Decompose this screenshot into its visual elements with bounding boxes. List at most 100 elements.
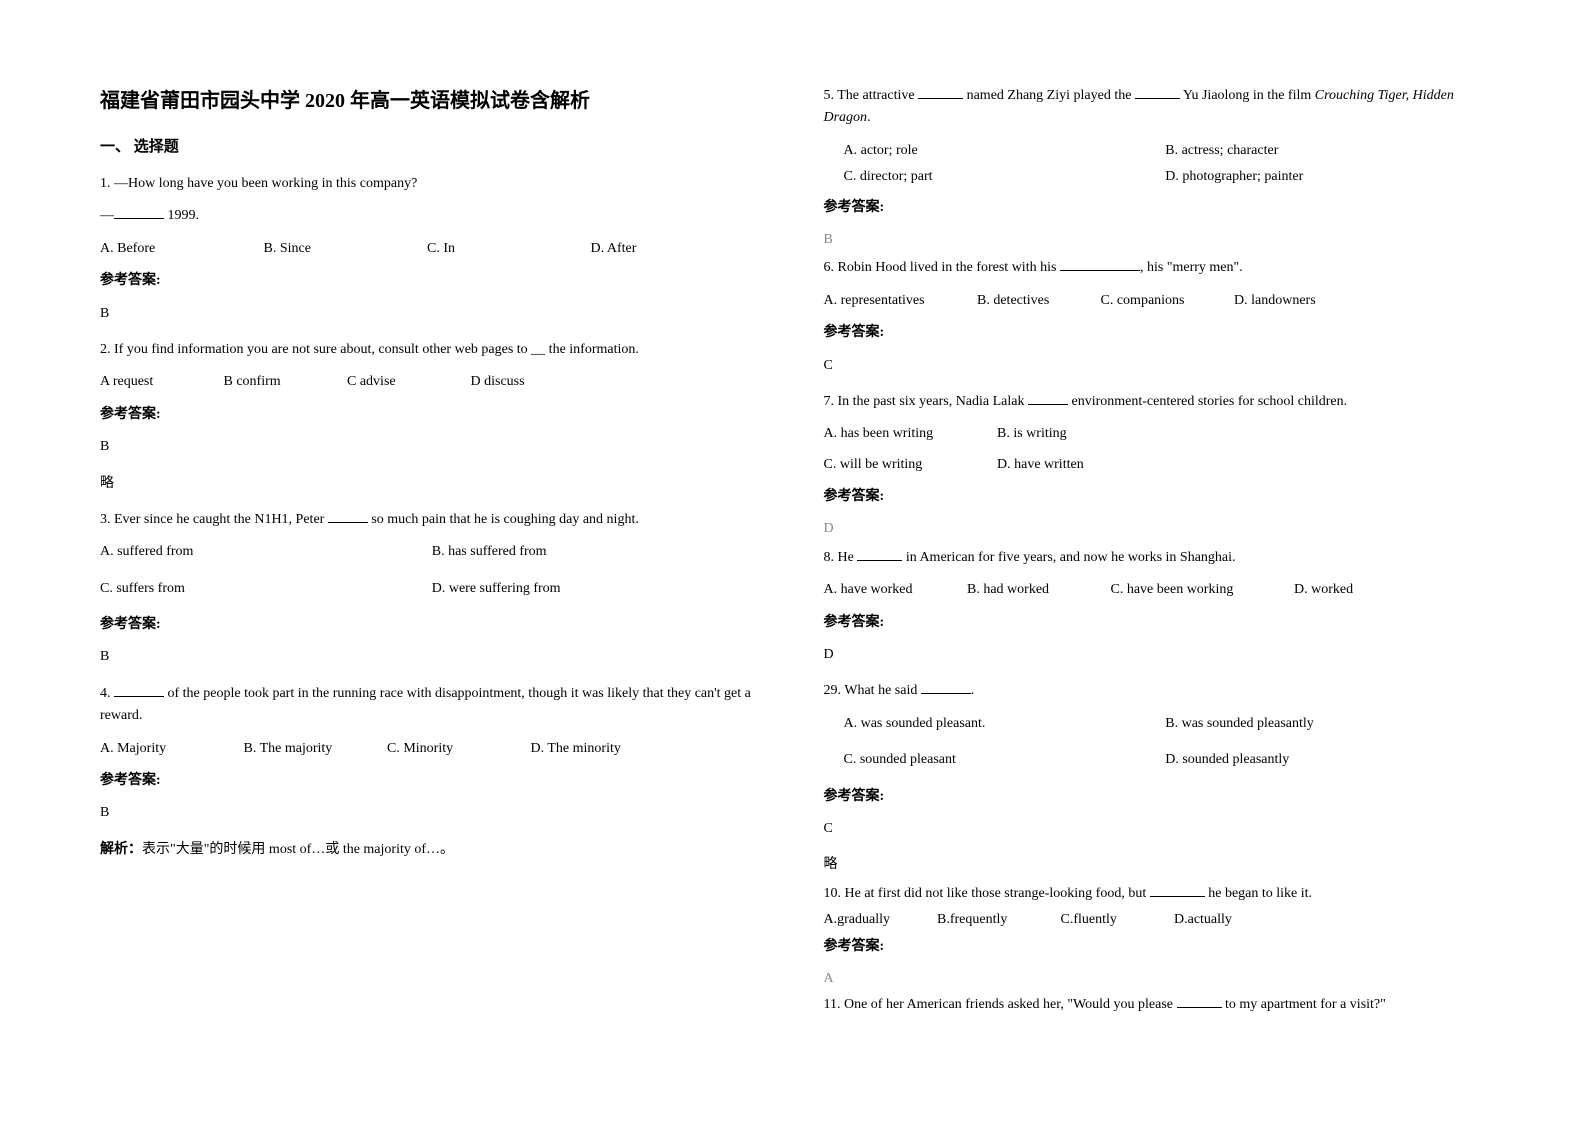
- option-c: C. suffers from: [100, 578, 432, 600]
- blank: [1150, 896, 1205, 897]
- section-header: 一、 选择题: [100, 135, 764, 159]
- option-d: D.actually: [1174, 909, 1232, 931]
- question-text: 8. He in American for five years, and no…: [824, 547, 1488, 569]
- option-b: B. had worked: [967, 579, 1107, 601]
- option-b: B. was sounded pleasantly: [1165, 713, 1487, 735]
- answer-value: B: [100, 303, 764, 325]
- question-text-line2: — 1999.: [100, 205, 764, 227]
- omit-text: 略: [824, 854, 1488, 876]
- options-line1: A. has been writing B. is writing: [824, 423, 1488, 445]
- answer-value: D: [824, 644, 1488, 666]
- blank: [114, 696, 164, 697]
- option-d: D. landowners: [1234, 290, 1316, 312]
- option-c: C. Minority: [387, 738, 527, 760]
- year-suffix: 1999.: [164, 208, 199, 223]
- answer-value: B: [100, 436, 764, 458]
- text-suffix: he began to like it.: [1205, 886, 1312, 901]
- option-d: D. worked: [1294, 579, 1353, 601]
- blank: [114, 218, 164, 219]
- question-text: 2. If you find information you are not s…: [100, 339, 764, 361]
- option-c: C. In: [427, 238, 587, 260]
- text-prefix: 4.: [100, 686, 114, 701]
- question-10: 10. He at first did not like those stran…: [824, 883, 1488, 991]
- question-11: 11. One of her American friends asked he…: [824, 994, 1488, 1016]
- document-title: 福建省莆田市园头中学 2020 年高一英语模拟试卷含解析: [100, 85, 764, 117]
- blank: [857, 560, 902, 561]
- answer-label: 参考答案:: [824, 612, 1488, 634]
- explanation-label: 解析：: [100, 842, 142, 857]
- text-prefix: 5. The attractive: [824, 88, 919, 103]
- option-a: A. suffered from: [100, 541, 432, 563]
- options-grid: A. suffered from B. has suffered from C.…: [100, 541, 764, 604]
- option-c: C.fluently: [1061, 909, 1171, 931]
- question-text: 6. Robin Hood lived in the forest with h…: [824, 257, 1488, 279]
- omit-text: 略: [100, 473, 764, 495]
- text-prefix: 11. One of her American friends asked he…: [824, 997, 1177, 1012]
- option-b: B. detectives: [977, 290, 1097, 312]
- question-7: 7. In the past six years, Nadia Lalak en…: [824, 391, 1488, 541]
- option-d: D. photographer; painter: [1165, 166, 1487, 188]
- answer-label: 参考答案:: [824, 936, 1488, 958]
- option-c: C. director; part: [844, 166, 1166, 188]
- option-a: A. actor; role: [844, 140, 1166, 162]
- options-row: A.gradually B.frequently C.fluently D.ac…: [824, 909, 1488, 931]
- blank: [918, 98, 963, 99]
- answer-label: 参考答案:: [824, 786, 1488, 808]
- answer-value: B: [100, 646, 764, 668]
- option-a: A. have worked: [824, 579, 964, 601]
- answer-value: B: [100, 802, 764, 824]
- option-a: A. Before: [100, 238, 260, 260]
- answer-value: B: [824, 229, 1488, 251]
- blank: [921, 693, 971, 694]
- option-d: D. After: [591, 238, 637, 260]
- answer-label: 参考答案:: [100, 404, 764, 426]
- explanation-text: 表示"大量"的时候用 most of…或 the majority of…。: [142, 842, 454, 857]
- blank: [1028, 404, 1068, 405]
- left-column: 福建省莆田市园头中学 2020 年高一英语模拟试卷含解析 一、 选择题 1. —…: [100, 85, 764, 1031]
- text-suffix: environment-centered stories for school …: [1068, 394, 1347, 409]
- option-c: C. companions: [1101, 290, 1231, 312]
- options-grid: A. actor; role B. actress; character C. …: [824, 140, 1488, 193]
- question-9: 29. What he said . A. was sounded pleasa…: [824, 680, 1488, 876]
- option-a: A. was sounded pleasant.: [844, 713, 1166, 735]
- option-b: B. The majority: [244, 738, 384, 760]
- text-suffix: .: [971, 683, 975, 698]
- options-grid: A. was sounded pleasant. B. was sounded …: [824, 713, 1488, 776]
- options-row: A. Majority B. The majority C. Minority …: [100, 738, 764, 760]
- answer-label: 参考答案:: [824, 322, 1488, 344]
- answer-value: A: [824, 968, 1488, 990]
- text-suffix: in American for five years, and now he w…: [902, 550, 1235, 565]
- option-d: D. sounded pleasantly: [1165, 749, 1487, 771]
- text-prefix: 3. Ever since he caught the N1H1, Peter: [100, 512, 328, 527]
- answer-label: 参考答案:: [100, 770, 764, 792]
- option-b: B confirm: [224, 371, 344, 393]
- options-line2: C. will be writing D. have written: [824, 454, 1488, 476]
- option-a: A.gradually: [824, 909, 934, 931]
- option-c: C advise: [347, 371, 467, 393]
- question-text: 1. —How long have you been working in th…: [100, 173, 764, 195]
- option-b: B. is writing: [997, 426, 1067, 441]
- question-text: 10. He at first did not like those stran…: [824, 883, 1488, 905]
- question-text: 5. The attractive named Zhang Ziyi playe…: [824, 85, 1488, 130]
- dash-prefix: —: [100, 208, 114, 223]
- option-b: B. actress; character: [1165, 140, 1487, 162]
- option-b: B. Since: [264, 238, 424, 260]
- text-prefix: 6. Robin Hood lived in the forest with h…: [824, 260, 1060, 275]
- blank: [1060, 270, 1140, 271]
- text-suffix: .: [867, 110, 871, 125]
- text-suffix: of the people took part in the running r…: [100, 686, 751, 723]
- question-text: 29. What he said .: [824, 680, 1488, 702]
- question-text: 11. One of her American friends asked he…: [824, 994, 1488, 1016]
- text-prefix: 29. What he said: [824, 683, 921, 698]
- option-c: C. have been working: [1111, 579, 1291, 601]
- answer-label: 参考答案:: [100, 614, 764, 636]
- answer-value: D: [824, 518, 1488, 540]
- option-d: D. The minority: [531, 738, 621, 760]
- text-mid1: named Zhang Ziyi played the: [963, 88, 1135, 103]
- option-a: A. representatives: [824, 290, 974, 312]
- options-row: A. have worked B. had worked C. have bee…: [824, 579, 1488, 601]
- text-suffix: so much pain that he is coughing day and…: [368, 512, 639, 527]
- question-2: 2. If you find information you are not s…: [100, 339, 764, 495]
- blank: [1135, 98, 1180, 99]
- option-a: A. has been writing: [824, 423, 994, 445]
